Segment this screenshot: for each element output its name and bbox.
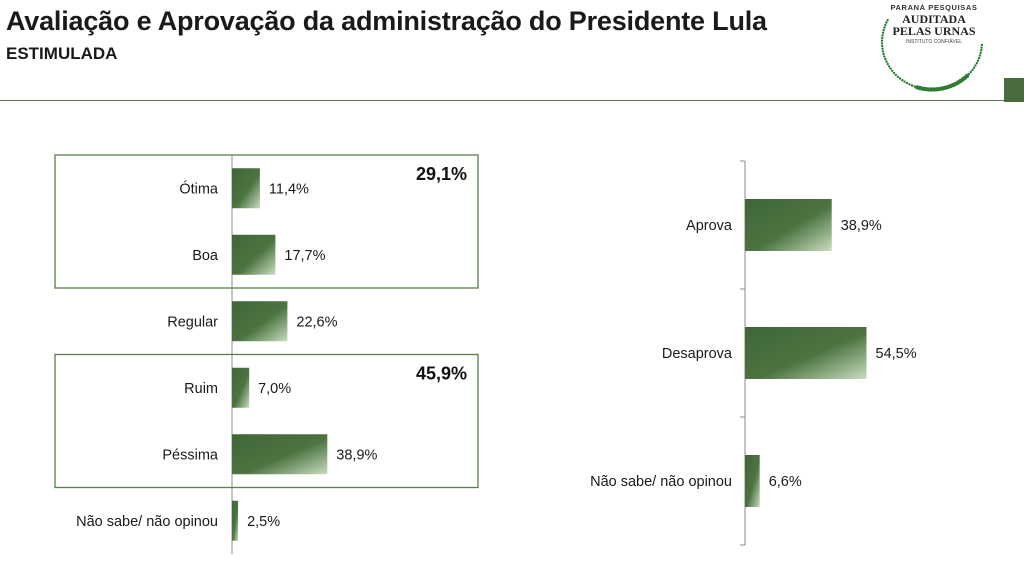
institute-logo: PARANÁ PESQUISAS AUDITADA PELAS URNAS IN… — [880, 3, 984, 92]
logo-dot — [889, 67, 892, 70]
evaluation-bar — [232, 500, 239, 541]
logo-dot — [881, 36, 884, 40]
group-total-label: 45,9% — [416, 364, 467, 384]
evaluation-bar — [232, 434, 328, 475]
category-label: Não sabe/ não opinou — [76, 514, 218, 530]
logo-dot — [915, 85, 920, 90]
category-label: Desaprova — [662, 346, 733, 362]
logo-dot — [885, 60, 888, 63]
category-label: Ótima — [179, 180, 219, 197]
logo-dot — [905, 81, 909, 85]
logo-dot — [901, 79, 904, 82]
logo-dot-ring — [880, 19, 984, 92]
value-label: 2,5% — [247, 514, 280, 530]
page-subtitle: ESTIMULADA — [6, 44, 118, 63]
category-label: Péssima — [162, 447, 219, 463]
logo-dot — [974, 64, 977, 67]
logo-dot — [903, 80, 906, 83]
logo-dot — [978, 54, 982, 57]
logo-dot — [881, 47, 884, 50]
logo-dot — [892, 71, 896, 75]
group-total-label: 29,1% — [416, 164, 467, 184]
evaluation-bar — [232, 367, 250, 408]
logo-dot — [975, 61, 978, 65]
logo-dot — [883, 55, 886, 58]
logo-dot — [887, 65, 891, 68]
group-frame — [54, 154, 479, 289]
approval-chart: Aprova 38,9% Desaprova 54,5% Não sabe/ não o… — [590, 160, 917, 546]
logo-dot — [969, 70, 972, 74]
value-label: 38,9% — [841, 218, 882, 234]
logo-dot — [896, 75, 900, 79]
logo-dot — [880, 39, 884, 42]
logo-text-line3: PELAS URNAS — [892, 24, 975, 38]
logo-text-line4: INSTITUTO CONFIÁVEL — [906, 38, 962, 45]
approval-bar — [745, 199, 832, 251]
logo-dot — [880, 42, 884, 45]
logo-dot — [972, 66, 976, 69]
category-label: Não sabe/ não opinou — [590, 474, 732, 490]
category-label: Aprova — [686, 218, 733, 234]
logo-dot — [980, 46, 983, 49]
evaluation-bar — [232, 301, 288, 342]
approval-bar — [745, 455, 760, 507]
group-frame — [54, 353, 479, 489]
logo-dot — [980, 49, 983, 52]
value-label: 22,6% — [296, 314, 337, 330]
logo-dot — [881, 44, 884, 48]
logo-dot — [884, 57, 887, 61]
logo-dot — [882, 29, 885, 32]
logo-dot — [908, 83, 911, 86]
value-label: 7,0% — [258, 381, 291, 397]
logo-dot — [883, 26, 886, 29]
logo-dot — [881, 50, 885, 53]
logo-dot — [910, 84, 914, 87]
logo-dot — [979, 51, 982, 55]
value-label: 11,4% — [269, 181, 309, 197]
category-label: Ruim — [184, 381, 218, 397]
logo-dot — [881, 31, 885, 34]
logo-dot — [886, 62, 889, 66]
logo-dot — [884, 23, 887, 27]
logo-dot — [885, 21, 888, 24]
logo-dot — [913, 85, 916, 88]
value-label: 54,5% — [876, 346, 917, 362]
logo-dot — [971, 68, 974, 72]
logo-dot — [898, 77, 902, 80]
category-label: Boa — [192, 248, 219, 264]
logo-text-line2: AUDITADA — [902, 12, 966, 26]
logo-dot — [980, 43, 984, 47]
logo-dot — [976, 59, 980, 62]
logo-text-line1: PARANÁ PESQUISAS — [891, 3, 978, 12]
logo-dot — [977, 56, 981, 60]
category-label: Regular — [167, 314, 218, 330]
evaluation-bar — [232, 168, 260, 209]
value-label: 6,6% — [769, 474, 802, 490]
logo-dot — [886, 19, 889, 22]
logo-dot — [891, 69, 894, 73]
corner-tab — [1004, 78, 1024, 102]
value-label: 38,9% — [336, 447, 377, 463]
evaluation-bar — [232, 234, 276, 275]
approval-bar — [745, 327, 867, 379]
logo-dot — [882, 52, 885, 56]
value-label: 17,7% — [284, 248, 325, 264]
logo-dot — [881, 34, 884, 37]
evaluation-chart: Ótima 11,4% Boa 17,7% Regular 22,6% Ruim 7,0% Pé… — [54, 154, 479, 554]
page-title: Avaliação e Aprovação da administração d… — [6, 6, 767, 36]
header-divider — [0, 100, 1004, 101]
logo-dot — [894, 73, 898, 77]
